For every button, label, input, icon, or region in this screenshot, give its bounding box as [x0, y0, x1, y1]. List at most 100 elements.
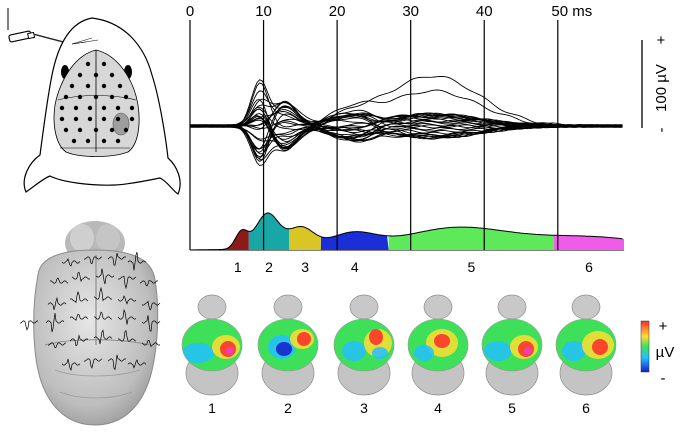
brain-trace [141, 300, 161, 311]
electrode-dot [63, 127, 69, 133]
eeg-trace [189, 112, 623, 140]
brain-trace [117, 275, 137, 290]
map-label: 5 [508, 400, 516, 416]
electrode-dot [85, 83, 91, 89]
brain-trace [93, 329, 113, 345]
brain-trace [19, 320, 39, 331]
gfp-segment-fill [388, 227, 555, 250]
brain-trace [95, 268, 115, 285]
colorbar-plus: + [659, 318, 668, 335]
topo-map: 1 [181, 294, 243, 416]
colorbar: + µV - [640, 318, 675, 387]
time-tick-label: 50 ms [551, 3, 592, 20]
segment-label: 6 [585, 259, 593, 275]
scale-label: 100 µV [653, 64, 670, 112]
topographic-maps: 1 2 3 4 5 6 [181, 294, 617, 416]
eeg-trace [189, 76, 623, 128]
brain-trace [49, 277, 69, 284]
map-label: 4 [434, 400, 442, 416]
electrode-dot [101, 61, 107, 67]
segment-label: 5 [467, 259, 475, 275]
electrode-dot [85, 138, 91, 144]
electrode-dot [85, 61, 91, 67]
brain-trace [48, 342, 67, 349]
segment-labels: 1 2 3 4 5 6 [234, 259, 593, 275]
topo-map: 2 [257, 294, 319, 416]
gfp-segment-fill [289, 226, 321, 250]
brain-trace [69, 290, 89, 304]
electrode-dot [77, 127, 83, 133]
electrode-dot [109, 72, 115, 78]
electrode-dot [93, 94, 99, 100]
brain-trace [127, 359, 147, 369]
brain-trace [107, 354, 127, 371]
electrode-dot [101, 138, 107, 144]
brain-trace [69, 334, 89, 347]
gfp-segments [226, 213, 624, 250]
gfp-curve [190, 212, 623, 251]
time-tick-label: 0 [186, 3, 194, 20]
electrode-dot [101, 105, 107, 111]
electrode-dot [73, 105, 79, 111]
electrode-dot [77, 94, 83, 100]
segment-label: 2 [265, 259, 273, 275]
gfp-segment-fill [226, 229, 249, 250]
electrode-dot [59, 105, 65, 111]
electrode-dot [115, 105, 121, 111]
voltage-scale-bar: + 100 µV - [641, 35, 670, 133]
electrode-dot [109, 127, 115, 133]
electrode-grid [59, 37, 135, 144]
brain-trace [127, 251, 147, 271]
topo-map: 5 [481, 294, 543, 416]
map-label: 3 [360, 400, 368, 416]
eeg-traces [189, 76, 623, 166]
mouse-brain-model [19, 221, 161, 426]
brain-trace [139, 280, 159, 287]
brain-trace [117, 295, 137, 305]
eeg-trace [189, 101, 623, 128]
colorbar-gradient [640, 320, 650, 373]
brain-trace [107, 252, 127, 266]
gfp-segment-fill [320, 231, 389, 250]
brain-trace [83, 358, 103, 369]
segment-label: 4 [351, 259, 359, 275]
eeg-trace [189, 119, 623, 148]
brain-electrode-traces [19, 251, 161, 372]
electrode-dot [71, 138, 77, 144]
brain-trace [71, 271, 91, 283]
time-tick-label: 10 [255, 3, 272, 20]
scale-minus: - [653, 128, 670, 133]
eeg-trace [189, 89, 623, 148]
gfp-segment-fill [248, 213, 290, 250]
time-tick-label: 20 [329, 3, 346, 20]
brain-trace [117, 329, 137, 342]
brain-trace [83, 256, 103, 265]
time-tick-label: 40 [476, 3, 493, 20]
electrode-dot [115, 138, 121, 144]
segment-label: 1 [234, 259, 242, 275]
electrode-dot [69, 83, 75, 89]
time-markers [189, 20, 559, 250]
electrode-dot [117, 83, 123, 89]
brain-trace [93, 311, 113, 320]
eeg-trace [189, 113, 623, 149]
segment-label: 3 [301, 259, 309, 275]
electrode-dot [93, 127, 99, 133]
time-tick-labels: 0 10 20 30 40 50 ms [186, 3, 592, 20]
electrode-dot [101, 116, 107, 122]
colorbar-unit: µV [656, 344, 675, 361]
scale-plus: + [653, 35, 670, 44]
electrode-dot [101, 83, 107, 89]
electrode-dot [63, 94, 69, 100]
electrode-dot [73, 116, 79, 122]
map-label: 2 [284, 400, 292, 416]
brain-trace [45, 312, 65, 333]
time-tick-label: 30 [402, 3, 419, 20]
topo-map: 6 [555, 294, 617, 416]
electrode-dot [129, 105, 135, 111]
electrode-dot [93, 72, 99, 78]
brain-trace [61, 257, 81, 267]
gfp-segment-fill [554, 235, 624, 250]
electrode-dot [123, 94, 129, 100]
